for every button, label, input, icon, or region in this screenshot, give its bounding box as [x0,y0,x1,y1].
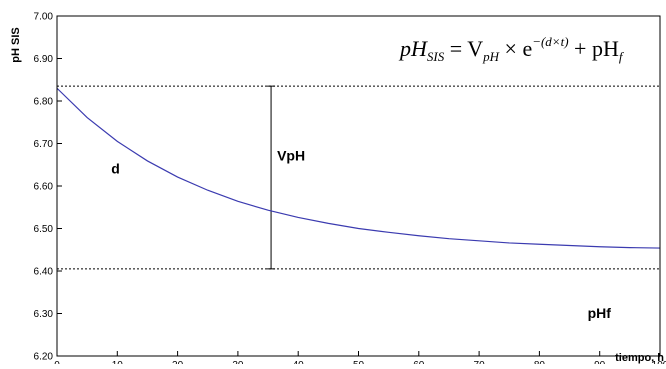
annotation-phf: pHf [588,305,612,321]
annotation-d: d [111,160,120,176]
x-tick-label: 80 [534,360,546,364]
model-formula: pHSIS = VpH × e−(d×t) + pHf [398,34,625,64]
x-tick-label: 90 [594,360,606,364]
x-tick-label: 20 [172,360,184,364]
formula-ph-sub: pH [482,49,500,64]
vpH-marker [267,85,276,270]
formula-times-e: × e [499,36,532,61]
x-tick-label: 40 [293,360,305,364]
series-layer [56,87,661,249]
y-tick-label: 6.70 [34,139,54,150]
formula-eq: = V [444,36,483,61]
y-tick-label: 6.20 [34,352,54,363]
y-tick-label: 6.60 [34,182,54,193]
x-tick-label: 10 [112,360,124,364]
x-tick-label: 70 [474,360,486,364]
series-line-0 [56,87,661,249]
y-tick-label: 6.80 [34,97,54,108]
reference-lines [57,85,660,270]
x-tick-label: 0 [54,360,60,364]
formula-f-sub: f [619,49,625,64]
annotation-vph: VpH [277,148,305,164]
x-tick-label: 50 [353,360,365,364]
x-tick-label: 60 [413,360,425,364]
y-tick-label: 7.00 [34,12,54,23]
formula-ph: pH [398,36,428,61]
y-tick-label: 6.30 [34,309,54,320]
y-tick-label: 6.50 [34,224,54,235]
y-axis-title: pH SIS [10,27,22,62]
formula-exponent: −(d×t) [532,34,568,49]
y-tick-label: 6.40 [34,267,54,278]
annotations: d VpH pHf [111,148,611,321]
formula-sis: SIS [427,49,445,64]
x-tick-label: 30 [232,360,244,364]
y-axis-ticks: 6.20 6.30 6.40 6.50 6.60 6.70 6.80 6.90 7.00 [34,12,62,363]
formula-plus-ph: + pH [569,36,619,61]
y-tick-label: 6.90 [34,54,54,65]
x-axis-title: tiempo, h [615,352,664,364]
